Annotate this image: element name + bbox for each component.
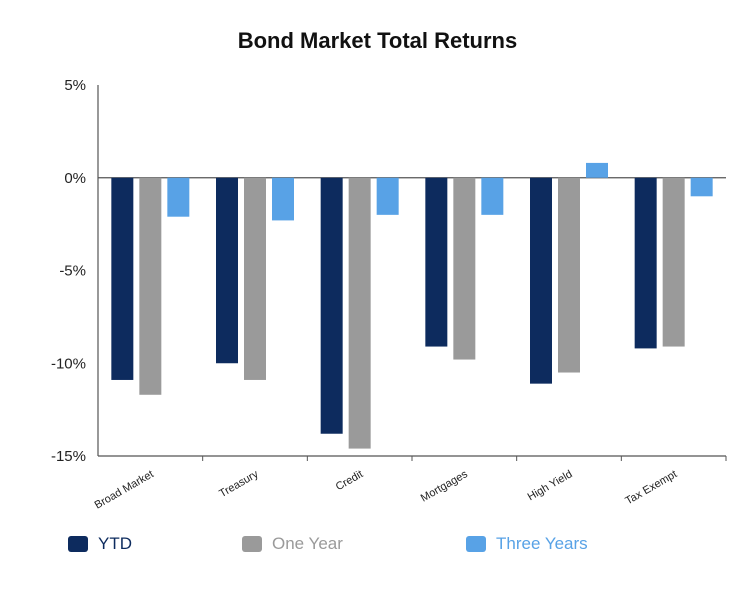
legend-swatch bbox=[68, 536, 88, 552]
bar bbox=[530, 177, 552, 384]
bar bbox=[244, 177, 266, 380]
bars bbox=[111, 162, 713, 449]
bar bbox=[690, 177, 713, 197]
legend-swatch bbox=[242, 536, 262, 552]
y-tick-label: -10% bbox=[51, 355, 86, 372]
x-tick-label: Credit bbox=[334, 468, 365, 493]
legend-item: One Year bbox=[242, 532, 343, 556]
y-axis: 5% 0% -5% -10% -15% bbox=[51, 77, 99, 465]
legend-item: YTD bbox=[68, 532, 132, 556]
bar bbox=[662, 177, 685, 347]
bar bbox=[481, 177, 504, 215]
bar bbox=[320, 177, 343, 434]
bar bbox=[453, 177, 476, 360]
x-tick-label: Mortgages bbox=[419, 468, 470, 505]
bar bbox=[139, 177, 162, 395]
x-tick-labels: Broad Market Treasury Credit Mortgages High … bbox=[93, 468, 680, 512]
legend-label: Three Years bbox=[496, 534, 588, 553]
x-tick-label: High Yield bbox=[526, 468, 575, 503]
x-tick-label: Tax Exempt bbox=[623, 468, 679, 507]
bar bbox=[216, 177, 238, 364]
chart-title: Bond Market Total Returns bbox=[237, 28, 518, 53]
x-axis bbox=[98, 177, 727, 461]
legend-swatch bbox=[466, 536, 486, 552]
bar bbox=[348, 177, 371, 449]
bar bbox=[167, 177, 190, 217]
y-tick-label: -15% bbox=[51, 448, 86, 465]
bar bbox=[634, 177, 657, 349]
bar bbox=[111, 177, 134, 380]
legend-label: One Year bbox=[272, 534, 343, 553]
bar bbox=[558, 177, 580, 373]
x-tick-label: Treasury bbox=[217, 468, 261, 500]
legend-label: YTD bbox=[98, 534, 132, 553]
x-tick-label: Broad Market bbox=[93, 468, 156, 511]
bar bbox=[272, 177, 294, 221]
y-tick-label: 0% bbox=[64, 170, 86, 187]
bar bbox=[376, 177, 399, 215]
bar bbox=[425, 177, 448, 347]
legend-item: Three Years bbox=[466, 532, 588, 556]
y-tick-label: -5% bbox=[59, 263, 86, 280]
y-tick-label: 5% bbox=[64, 77, 86, 94]
bar bbox=[586, 162, 608, 178]
